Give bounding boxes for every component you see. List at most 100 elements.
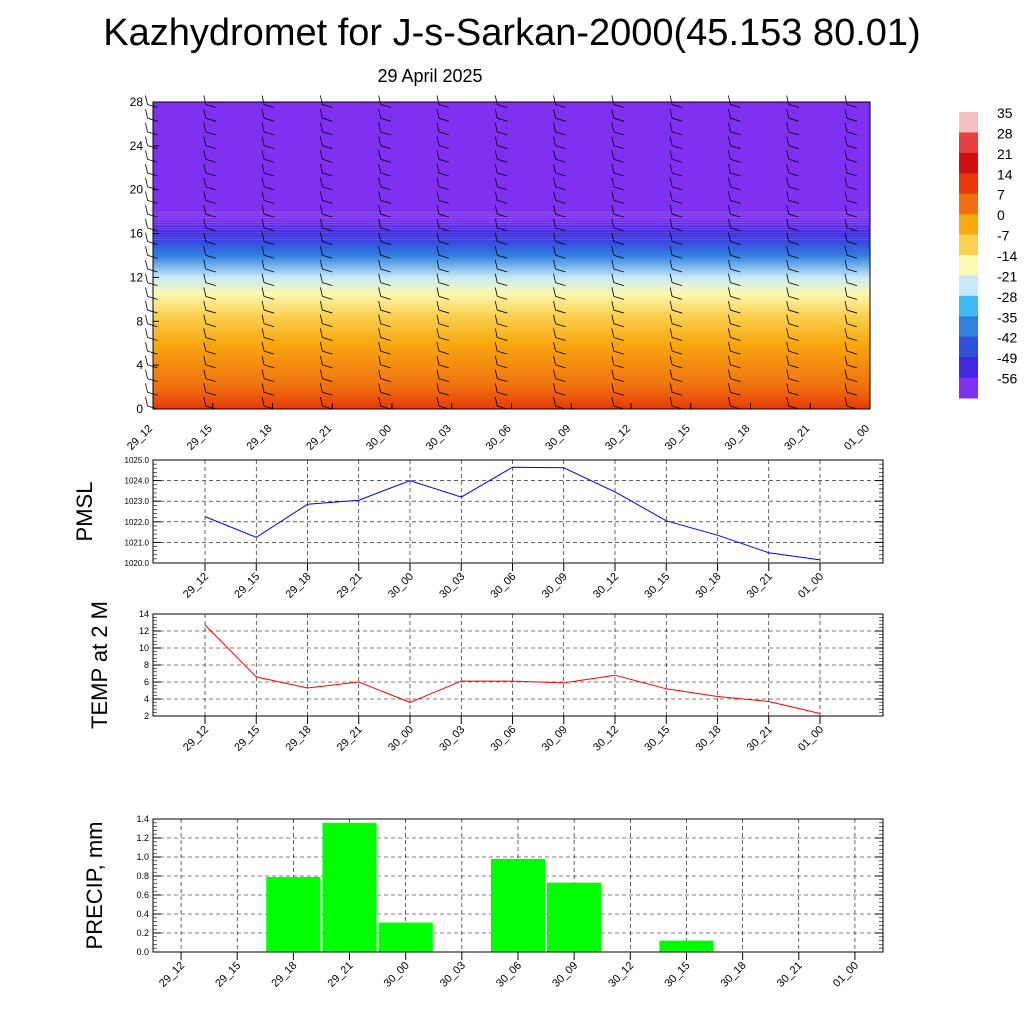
wind-barb-flag [378, 383, 382, 393]
wind-barb [205, 172, 216, 177]
wind-barb-flag [261, 95, 265, 105]
wind-barb-flag [378, 177, 382, 187]
wind-barb-flag [261, 122, 265, 132]
x-tick-label: 29_12 [181, 724, 211, 754]
wind-barb-flag [494, 95, 498, 105]
wind-barb-flag [145, 369, 148, 379]
wind-barb [846, 391, 858, 396]
wind-barb [846, 337, 858, 341]
wind-barb-flag [261, 273, 265, 283]
wind-barb-flag [203, 287, 207, 297]
wind-barb [613, 378, 624, 382]
wind-barb-flag [203, 396, 207, 407]
wind-barb [380, 254, 391, 259]
wind-barb-flag [319, 355, 323, 365]
wind-barb [380, 200, 391, 204]
wind-barb-flag [319, 205, 323, 215]
wind-barb [497, 254, 508, 259]
wind-barb [730, 323, 741, 328]
wind-barb-flag [786, 136, 790, 146]
wind-barb-flag [436, 218, 440, 228]
x-tick-label: 30_06 [484, 423, 514, 453]
wind-barb-flag [728, 314, 731, 324]
colorbar-swatch [959, 275, 978, 297]
wind-barb-flag [378, 109, 382, 119]
panel-frame [152, 818, 884, 953]
x-tick-label: 30_18 [719, 960, 749, 990]
wind-barb-flag [319, 163, 323, 174]
wind-barb [322, 295, 333, 300]
wind-barb-flag [436, 205, 440, 215]
wind-barb-flag [436, 122, 440, 132]
wind-barb [205, 337, 216, 341]
wind-barb-flag [378, 300, 382, 311]
wind-barb-flag [553, 122, 556, 132]
wind-barb [671, 145, 683, 149]
wind-barb-flag [261, 163, 265, 174]
wind-barb [671, 309, 683, 314]
wind-barb [497, 213, 508, 218]
wind-barb-flag [611, 273, 615, 283]
wind-barb [263, 337, 275, 341]
wind-barb [555, 104, 566, 108]
x-tick-label: 29_18 [269, 960, 299, 990]
wind-barb-flag [203, 177, 207, 187]
wind-barb-flag [669, 163, 673, 174]
wind-barb-flag [669, 355, 673, 365]
wind-barb-flag [728, 287, 731, 297]
wind-barb-flag [494, 163, 498, 174]
wind-barb [846, 254, 858, 259]
wind-barb-flag [611, 355, 615, 365]
wind-barb [730, 172, 741, 177]
wind-barb [205, 241, 216, 245]
wind-barb-flag [844, 300, 848, 311]
x-tick-label: 30_06 [489, 571, 519, 601]
wind-barb [438, 172, 450, 177]
wind-barb-flag [844, 95, 848, 105]
x-tick-label: 30_18 [694, 571, 724, 601]
wind-barb [846, 158, 858, 163]
wind-barb-flag [203, 163, 207, 174]
wind-barb [380, 158, 391, 163]
wind-barb [322, 227, 333, 232]
wind-barb [555, 295, 566, 300]
wind-barb-flag [436, 300, 440, 311]
wind-barb [205, 391, 216, 396]
wind-barb-flag [844, 273, 848, 283]
chart-title: Kazhydromet for J-s-Sarkan-2000(45.153 8… [103, 12, 921, 54]
wind-barb [671, 227, 683, 232]
wind-barb-flag [611, 205, 615, 215]
wind-barb-flag [203, 122, 207, 132]
wind-barb [497, 364, 508, 369]
wind-barb-flag [145, 150, 148, 160]
wind-barb [613, 282, 624, 287]
colorbar-label: -56 [997, 371, 1017, 387]
wind-barb [380, 268, 391, 273]
wind-barb [263, 364, 275, 369]
wind-barb-flag [553, 191, 556, 201]
wind-barb-flag [319, 177, 323, 187]
wind-barb-flag [786, 163, 790, 174]
wind-barb-flag [145, 109, 148, 119]
x-tick-label: 30_21 [745, 724, 775, 754]
colorbar-label: -49 [997, 350, 1017, 366]
wind-barb-flag [728, 122, 731, 132]
x-tick-label: 30_15 [642, 724, 672, 754]
wind-barb [846, 104, 858, 108]
wind-barb-flag [145, 177, 148, 187]
wind-barb-flag [145, 273, 148, 283]
wind-barb [205, 186, 216, 191]
precip-bar [378, 922, 433, 952]
x-tick-label: 01_00 [842, 423, 872, 453]
wind-barb-flag [378, 122, 382, 132]
wind-barb [671, 337, 683, 341]
wind-barb [497, 350, 508, 355]
wind-barb [438, 186, 450, 191]
wind-barb-flag [203, 218, 207, 228]
y-tick-label: 14 [139, 609, 149, 619]
wind-barb-flag [728, 273, 731, 283]
wind-barb-flag [786, 355, 790, 365]
wind-barb-flag [203, 259, 207, 270]
wind-barb [613, 117, 624, 122]
wind-barb-flag [669, 328, 673, 338]
